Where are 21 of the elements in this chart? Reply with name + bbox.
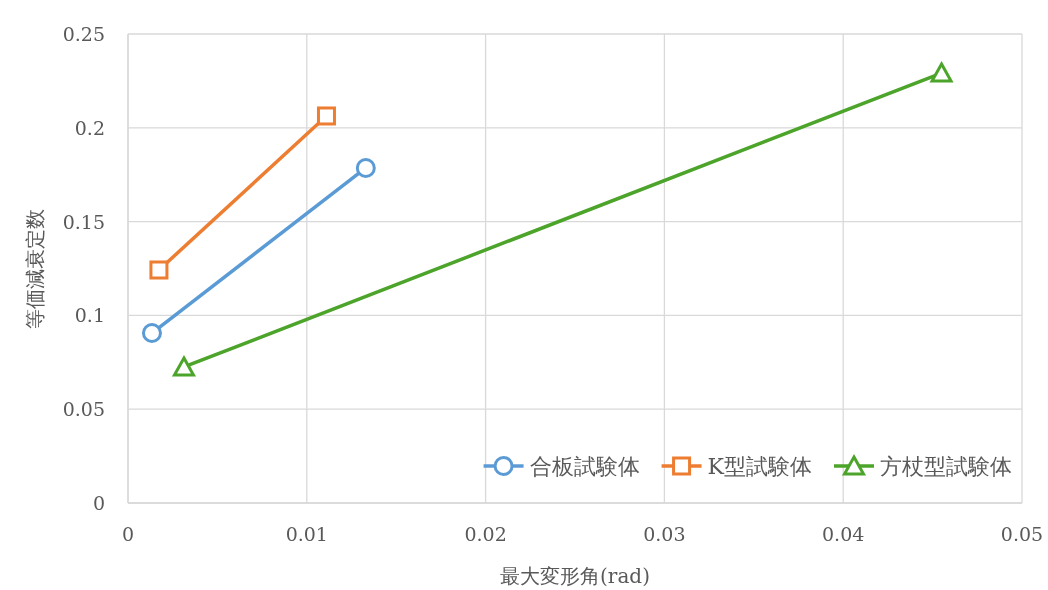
x-axis-title: 最大変形角(rad) xyxy=(500,564,650,588)
point xyxy=(149,260,169,280)
y-tick-label: 0.2 xyxy=(74,116,105,139)
legend-label: 合板試験体 xyxy=(529,454,640,479)
y-tick-label: 0.05 xyxy=(62,398,105,421)
point xyxy=(355,157,376,178)
y-tick-label: 0.15 xyxy=(62,210,105,233)
legend-label: K型試験体 xyxy=(707,454,812,479)
point xyxy=(316,106,336,126)
x-tick-label: 0.03 xyxy=(643,523,686,545)
x-tick-label: 0 xyxy=(121,523,135,545)
y-tick-label: 0.25 xyxy=(62,23,105,45)
y-tick-label: 0.1 xyxy=(74,304,105,327)
legend-label: 方杖型試験体 xyxy=(880,454,1012,479)
x-tick-label: 0.05 xyxy=(1000,523,1044,545)
x-tick-label: 0.04 xyxy=(822,523,865,545)
x-tick-label: 0.02 xyxy=(464,523,507,545)
y-tick-label: 0 xyxy=(92,492,105,514)
point xyxy=(141,323,162,344)
y-axis-title: 等価減衰定数 xyxy=(23,208,47,329)
x-tick-label: 0.01 xyxy=(285,523,328,545)
